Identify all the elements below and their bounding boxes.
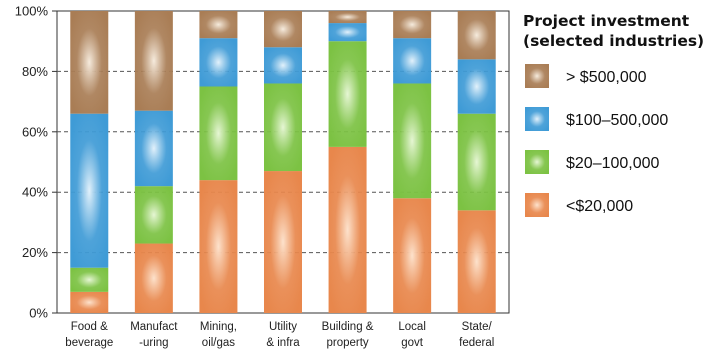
bar-utility-infra-500-000 <box>264 11 302 48</box>
y-tick-label: 60% <box>22 124 48 139</box>
bar-manufact-uring-20-000 <box>134 243 173 313</box>
y-tick-label: 0% <box>29 306 48 321</box>
x-axis-labels: Food & beverage Manufact -uring Mining, oil/g… <box>65 321 494 349</box>
x-category-label: Mining, oil/gas <box>200 321 237 349</box>
x-category-label: State/federal <box>459 321 494 349</box>
legend-title: Project investment (selected industries) <box>523 12 704 50</box>
bar-state-federal-100-500-000 <box>457 59 496 114</box>
bar-building-property-100-500-000 <box>328 23 367 42</box>
bar-manufact-uring-20-100-000 <box>134 186 173 244</box>
legend-swatch-20-000 <box>525 193 549 217</box>
x-category-label: Building & property <box>322 321 374 349</box>
bar-manufact-uring-100-500-000 <box>134 110 173 187</box>
bar-mining-oil-gas-500-000 <box>199 11 238 39</box>
x-category-label: Local govt <box>398 321 426 349</box>
bar-food-beverage-100-500-000 <box>70 113 109 268</box>
bar-building-property-20-100-000 <box>328 41 367 147</box>
bar-building-property-500-000 <box>328 11 367 24</box>
legend-label: > $500,000 <box>566 69 647 86</box>
bar-local-govt-20-100-000 <box>393 83 432 199</box>
y-tick-label: 100% <box>15 4 49 19</box>
bar-mining-oil-gas-20-100-000 <box>199 86 238 181</box>
bar-mining-oil-gas-100-500-000 <box>199 38 238 87</box>
bar-food-beverage-20-100-000 <box>70 267 109 292</box>
y-tick-label: 80% <box>22 64 48 79</box>
legend-label: $100–500,000 <box>566 112 668 129</box>
bar-utility-infra-20-000 <box>264 171 302 313</box>
bar-state-federal-20-000 <box>457 210 496 313</box>
y-tick-label: 40% <box>22 185 48 200</box>
y-axis: 0% 20% 40% 60% 80% 100% <box>15 4 57 321</box>
bar-state-federal-20-100-000 <box>457 113 496 211</box>
y-tick-label: 20% <box>22 245 48 260</box>
bar-local-govt-20-000 <box>393 198 432 313</box>
bar-food-beverage-500-000 <box>70 11 109 114</box>
legend-label: $20–100,000 <box>566 155 660 172</box>
bar-food-beverage-20-000 <box>70 291 109 313</box>
bar-mining-oil-gas-20-000 <box>199 180 238 313</box>
x-category-label: Manufact -uring <box>130 321 178 349</box>
bar-state-federal-500-000 <box>457 11 496 60</box>
bar-local-govt-100-500-000 <box>393 38 432 84</box>
legend-swatch-500-000 <box>525 64 549 88</box>
x-category-label: Food & beverage <box>65 321 113 349</box>
bar-utility-infra-20-100-000 <box>264 83 302 172</box>
x-category-label: Utility & infra <box>266 321 300 349</box>
legend-swatch-100-500-000 <box>525 107 549 131</box>
legend-label: <$20,000 <box>566 198 633 215</box>
legend-swatch-20-100-000 <box>525 150 549 174</box>
legend: Project investment (selected industries) >… <box>523 12 704 217</box>
bar-local-govt-500-000 <box>393 11 432 39</box>
bars <box>70 11 496 313</box>
bar-manufact-uring-500-000 <box>134 11 173 111</box>
bar-building-property-20-000 <box>328 146 367 313</box>
bar-utility-infra-100-500-000 <box>264 47 302 84</box>
